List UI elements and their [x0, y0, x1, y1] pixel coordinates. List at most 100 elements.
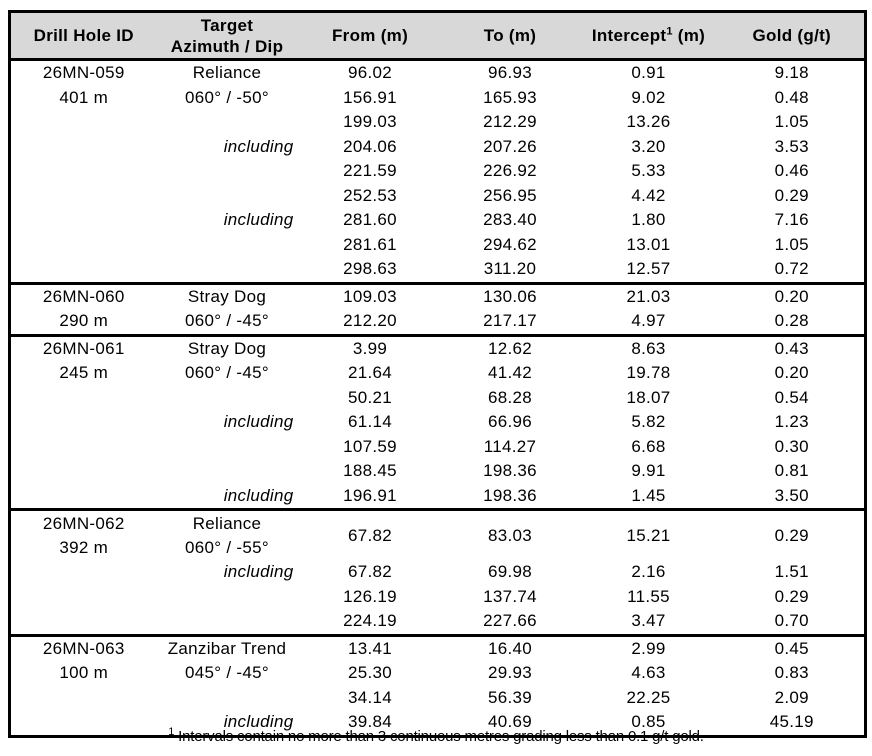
from-cell: 196.91 [343, 485, 397, 505]
to-cell: 69.98 [487, 562, 533, 582]
from-cell: 298.63 [343, 259, 397, 279]
to-cell: 256.95 [483, 185, 537, 205]
interval-row: 221.59 226.92 5.33 0.46 [10, 159, 866, 184]
from-cell: 67.82 [347, 525, 393, 545]
hole-id-cell [10, 110, 157, 135]
intercept-cell: 5.82 [631, 412, 666, 432]
interval-row: including 39.84 40.69 0.85 45.19 [10, 710, 866, 736]
col-header-label: Target Azimuth / Dip [170, 15, 284, 56]
hole-id-cell: 100 m [59, 663, 109, 683]
to-cell: 207.26 [483, 136, 537, 156]
interval-row: 224.19 227.66 3.47 0.70 [10, 609, 866, 635]
target-cell [157, 159, 298, 184]
target-cell: Stray Dog [187, 338, 267, 358]
target-cell: 060° / -45° [184, 311, 269, 331]
from-cell: 13.41 [347, 638, 393, 658]
from-cell: 34.14 [347, 687, 393, 707]
to-cell: 16.40 [487, 638, 533, 658]
from-cell: 281.61 [343, 234, 397, 254]
intercept-cell: 0.91 [631, 63, 666, 83]
intercept-cell: 11.55 [627, 586, 670, 606]
from-cell: 224.19 [343, 611, 397, 631]
hole-id-cell [10, 257, 157, 283]
from-cell: 212.20 [343, 311, 397, 331]
gold-cell: 0.46 [774, 161, 809, 181]
target-cell [157, 386, 298, 411]
gold-cell: 0.54 [774, 387, 809, 407]
intercept-cell: 22.25 [626, 687, 671, 707]
intercept-cell: 5.33 [631, 161, 666, 181]
intercept-cell: 4.42 [631, 185, 666, 205]
to-cell: 114.27 [483, 436, 537, 456]
intercept-cell: 12.57 [626, 259, 671, 279]
interval-row: 245 m 060° / -45° 21.64 41.42 19.78 0.20 [10, 361, 866, 386]
intercept-cell: 13.26 [626, 112, 671, 132]
hole-id-cell: 245 m [59, 363, 109, 383]
gold-cell: 1.23 [774, 412, 809, 432]
to-cell: 29.93 [487, 663, 533, 683]
from-cell: 3.99 [352, 338, 388, 358]
col-header-suffix: (m) [672, 26, 706, 45]
target-cell: Reliance 060° / -55° [184, 513, 269, 557]
footnote-text: Intervals contain no more than 3 continu… [174, 728, 704, 745]
including-label-cell: including [223, 485, 294, 505]
header-row: Drill Hole ID Target Azimuth / Dip From (m… [9, 11, 866, 60]
intercept-cell: 8.63 [631, 338, 666, 358]
to-cell: 40.69 [487, 712, 533, 732]
intercept-cell: 18.07 [626, 387, 671, 407]
from-cell: 96.02 [347, 63, 393, 83]
intercept-cell: 21.03 [626, 286, 671, 306]
interval-row: 50.21 68.28 18.07 0.54 [10, 386, 866, 411]
from-cell: 199.03 [343, 112, 397, 132]
to-cell: 66.96 [487, 412, 533, 432]
including-label-cell: including [223, 210, 294, 230]
gold-cell: 0.29 [774, 586, 809, 606]
interval-row: including 204.06 207.26 3.20 3.53 [10, 135, 866, 160]
interval-row: 34.14 56.39 22.25 2.09 [10, 686, 866, 711]
target-cell [157, 686, 298, 711]
hole-id-cell: 401 m [59, 87, 109, 107]
intercept-cell: 1.45 [631, 485, 666, 505]
hole-id-cell [10, 184, 157, 209]
target-cell: 045° / -45° [184, 663, 269, 683]
to-cell: 83.03 [487, 525, 533, 545]
gold-cell: 0.43 [774, 338, 809, 358]
interval-row: 401 m 060° / -50° 156.91 165.93 9.02 0.48 [10, 86, 866, 111]
from-cell: 221.59 [343, 161, 397, 181]
interval-row: 298.63 311.20 12.57 0.72 [10, 257, 866, 283]
to-cell: 226.92 [483, 161, 537, 181]
to-cell: 217.17 [483, 311, 537, 331]
col-header-drill-hole-id: Drill Hole ID [9, 11, 157, 60]
hole-id-cell [10, 233, 157, 258]
from-cell: 281.60 [343, 210, 397, 230]
including-label-cell: including [223, 412, 294, 432]
from-cell: 156.91 [343, 87, 397, 107]
including-label-cell: including [223, 136, 294, 156]
hole-id-cell [10, 159, 157, 184]
gold-cell: 0.30 [774, 436, 809, 456]
hole-section: 26MN-063 Zanzibar Trend 13.41 16.40 2.99 0.45… [9, 635, 866, 736]
hole-section: 26MN-060 Stray Dog 109.03 130.06 21.03 0.20 29… [9, 283, 866, 335]
col-header-superscript: 1 [666, 25, 673, 38]
interval-row: including 61.14 66.96 5.82 1.23 [10, 410, 866, 435]
drill-results-table: Drill Hole ID Target Azimuth / Dip From (m… [8, 10, 867, 738]
gold-cell: 3.53 [774, 136, 809, 156]
target-cell [157, 609, 298, 635]
gold-cell: 1.05 [774, 234, 809, 254]
intercept-cell: 19.78 [626, 363, 671, 383]
including-label-cell: including [223, 562, 294, 582]
hole-id-cell: 26MN-062 392 m [42, 513, 125, 557]
target-cell: Reliance [192, 63, 262, 83]
gold-cell: 0.20 [774, 286, 809, 306]
gold-cell: 0.20 [774, 363, 809, 383]
hole-id-cell: 26MN-059 [42, 63, 125, 83]
to-cell: 137.74 [483, 586, 537, 606]
gold-cell: 9.18 [774, 63, 809, 83]
col-header-intercept-m: Intercept1 (m) [577, 11, 720, 60]
intercept-cell: 4.97 [631, 311, 666, 331]
intercept-cell: 0.85 [631, 712, 666, 732]
interval-row: 100 m 045° / -45° 25.30 29.93 4.63 0.83 [10, 661, 866, 686]
to-cell: 165.93 [483, 87, 537, 107]
col-header-label: Drill Hole ID [33, 26, 134, 45]
from-cell: 39.84 [347, 712, 393, 732]
